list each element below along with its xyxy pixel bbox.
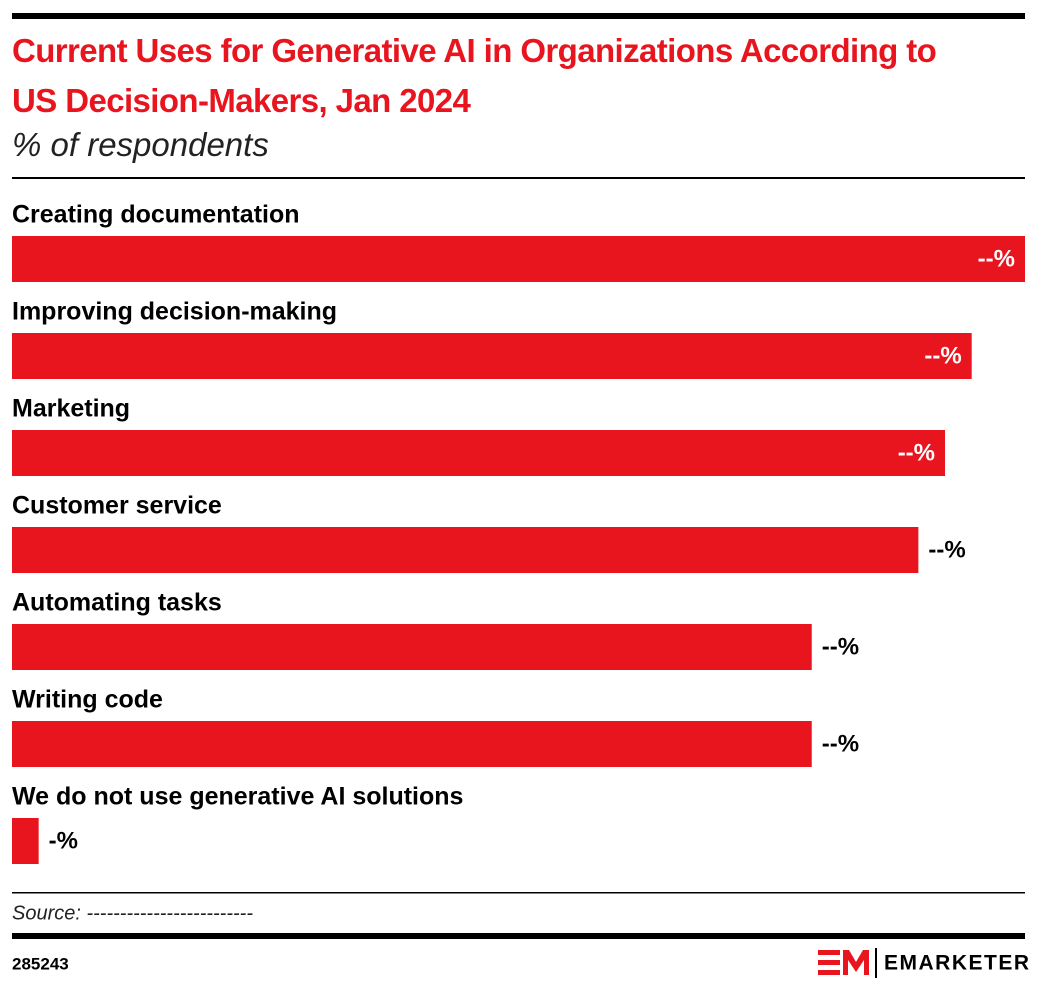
bar bbox=[12, 721, 812, 767]
logo-divider bbox=[875, 948, 877, 978]
brand: EMARKETER bbox=[884, 952, 1031, 975]
logo-mark bbox=[818, 950, 869, 975]
bar bbox=[12, 333, 972, 379]
category-label: Creating documentation bbox=[12, 201, 300, 229]
bar bbox=[12, 527, 919, 573]
value-label: --% bbox=[898, 439, 935, 466]
value-label: --% bbox=[924, 342, 961, 369]
bar bbox=[12, 818, 39, 864]
category-label: We do not use generative AI solutions bbox=[12, 783, 463, 811]
header-rule bbox=[12, 177, 1025, 179]
category-label: Improving decision-making bbox=[12, 298, 337, 326]
bottom-rule bbox=[12, 933, 1025, 939]
top-rule bbox=[12, 13, 1025, 19]
category-label: Customer service bbox=[12, 492, 222, 520]
source: Source: ------------------------- bbox=[12, 902, 253, 924]
bar bbox=[12, 236, 1025, 282]
bar bbox=[12, 624, 812, 670]
value-label: -% bbox=[49, 827, 78, 854]
category-label: Automating tasks bbox=[12, 589, 222, 617]
value-label: --% bbox=[928, 536, 965, 563]
value-label: --% bbox=[978, 245, 1015, 272]
chart-subtitle: % of respondents bbox=[12, 126, 269, 163]
value-label: --% bbox=[822, 730, 859, 757]
chart-title: Current Uses for Generative AI in Organi… bbox=[12, 32, 937, 119]
footer-rule bbox=[12, 892, 1025, 894]
value-label: --% bbox=[822, 633, 859, 660]
category-label: Writing code bbox=[12, 686, 163, 714]
bar bbox=[12, 430, 946, 476]
category-label: Marketing bbox=[12, 395, 130, 423]
chart-id: 285243 bbox=[12, 954, 69, 973]
